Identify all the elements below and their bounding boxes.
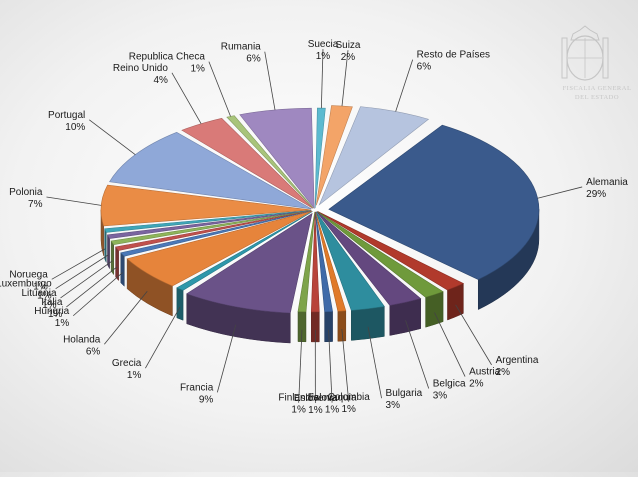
fiscalia-seal-logo: FISCALIA GENERAL DEL ESTADO (562, 26, 631, 101)
slice-side-hungria (121, 253, 125, 286)
leader-line-polonia (46, 197, 101, 205)
leader-line-grecia (145, 307, 180, 368)
leader-line-argentina (456, 305, 492, 365)
slice-side-bulgaria (351, 306, 384, 340)
seal-text-line1: FISCALIA GENERAL (563, 85, 632, 92)
leader-line-luxemburgo (56, 255, 109, 289)
pie-slices (101, 106, 539, 343)
leader-line-republica-checa (209, 62, 231, 117)
leader-line-portugal (89, 120, 135, 155)
leader-line-hungria (73, 273, 122, 316)
leader-line-alemania (538, 187, 583, 198)
leader-line-resto-de-paises (396, 60, 413, 112)
slice-side-austria (426, 292, 443, 328)
leader-line-noruega (52, 249, 106, 280)
slice-side-grecia (177, 288, 183, 320)
slice-side-colombia (338, 311, 346, 341)
leader-line-austria (434, 313, 465, 377)
leader-line-lituania (61, 261, 113, 298)
leader-line-holanda (104, 291, 147, 344)
leader-line-rumania (265, 52, 275, 110)
slice-side-italia (116, 247, 119, 281)
leader-line-reino-unido (172, 73, 201, 124)
leader-line-italia (66, 267, 117, 307)
leader-line-belgica (406, 320, 429, 388)
seal-text-line2: DEL ESTADO (575, 94, 619, 101)
